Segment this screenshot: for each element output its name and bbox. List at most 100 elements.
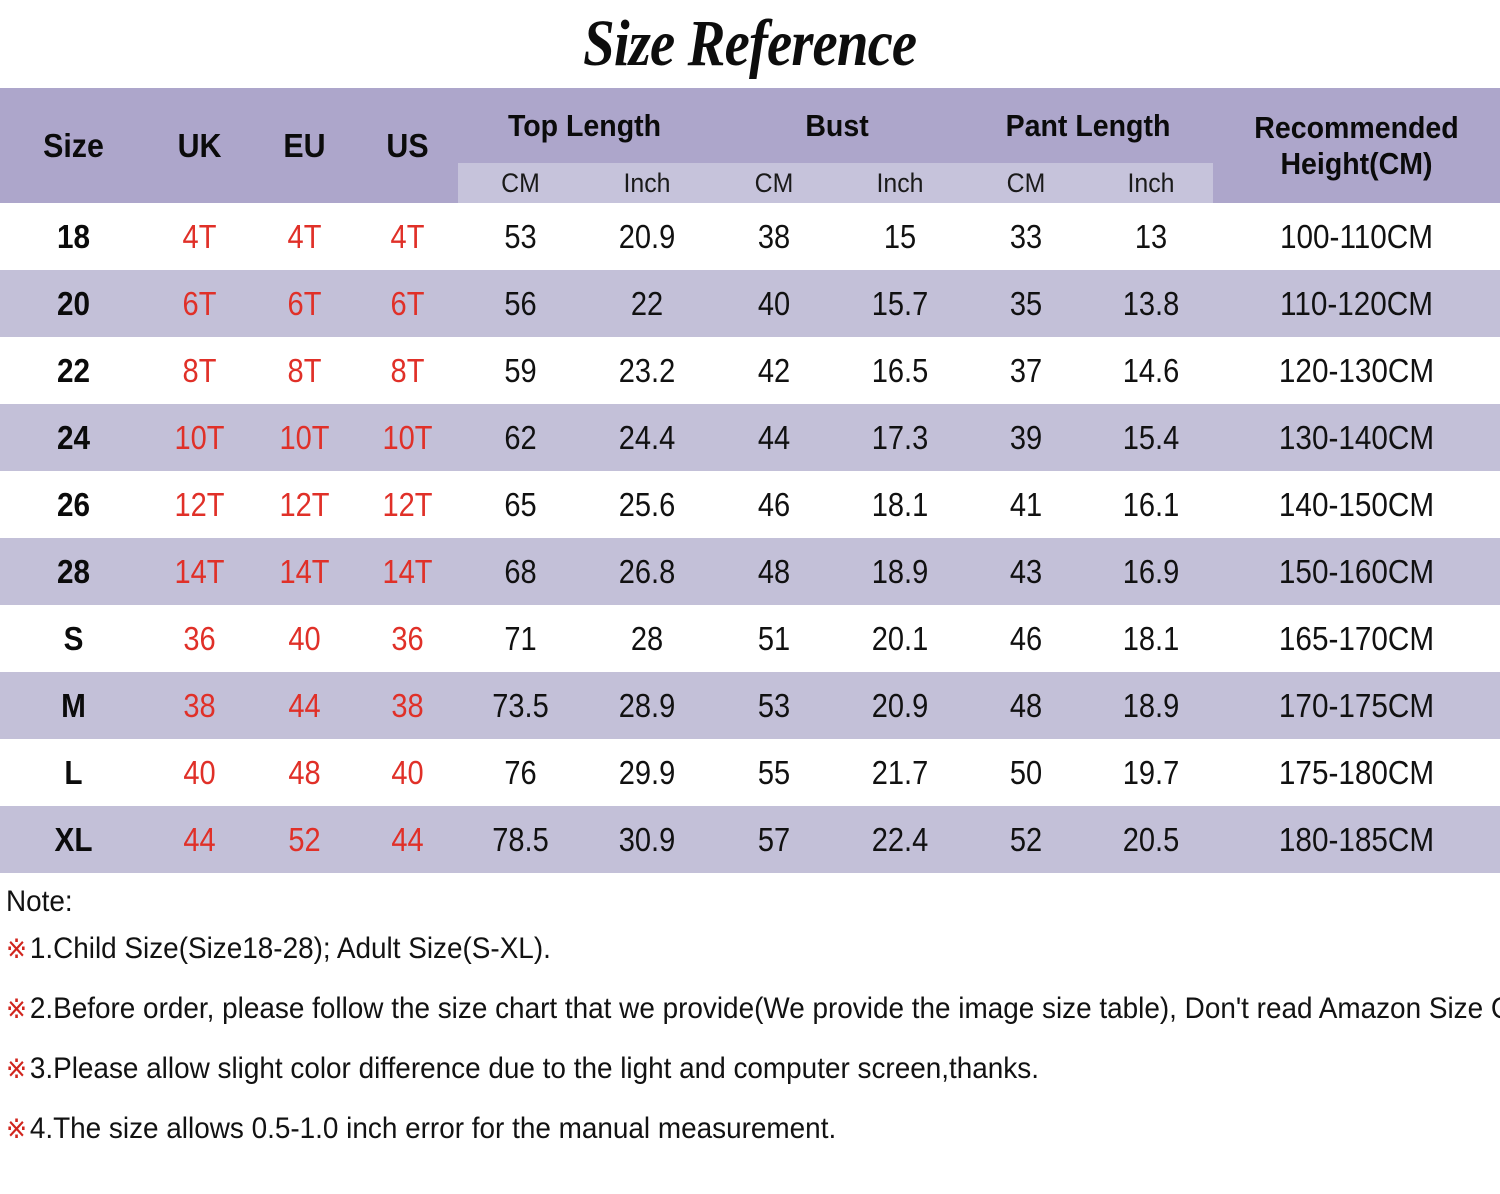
cell-value: 19.7 — [1122, 753, 1180, 791]
cell-pant-inch: 18.1 — [1089, 605, 1214, 672]
cell-value: 78.5 — [492, 820, 549, 858]
cell-value: 52 — [1009, 820, 1043, 858]
cell-value: 28.9 — [618, 686, 676, 724]
note-item: ※3.Please allow slight color difference … — [6, 1054, 1390, 1084]
cell-value: 4T — [182, 217, 217, 255]
cell-us: 36 — [357, 605, 458, 672]
cell-pant-cm: 43 — [963, 538, 1090, 605]
cell-uk: 38 — [147, 672, 252, 739]
notes-heading: Note: — [6, 885, 73, 918]
cell-value: 16.1 — [1122, 485, 1180, 523]
table-row: M 38 44 38 73.5 28.9 53 20.9 48 18.9 170-175CM — [0, 672, 1500, 739]
header-pant-length: Pant Length — [963, 88, 1214, 163]
cell-height: 140-150CM — [1213, 471, 1500, 538]
cell-value: 18.9 — [1122, 686, 1180, 724]
cell-value: 36 — [391, 619, 424, 657]
cell-height: 150-160CM — [1213, 538, 1500, 605]
cell-us: 8T — [357, 337, 458, 404]
cell-top-cm: 71 — [458, 605, 583, 672]
note-item: ※2.Before order, please follow the size … — [6, 994, 1500, 1024]
cell-value: 10T — [279, 418, 330, 456]
cell-pant-cm: 41 — [963, 471, 1090, 538]
cell-value: 48 — [757, 552, 791, 590]
page-title-container: Size Reference — [0, 0, 1500, 88]
cell-value: 53 — [757, 686, 791, 724]
cell-pant-cm: 39 — [963, 404, 1090, 471]
cell-value: 38 — [757, 217, 791, 255]
cell-value: 140-150CM — [1278, 485, 1435, 523]
cell-value: 8T — [390, 351, 425, 389]
cell-top-inch: 28.9 — [583, 672, 711, 739]
cell-pant-inch: 13 — [1089, 203, 1214, 270]
cell-pant-inch: 16.1 — [1089, 471, 1214, 538]
header-eu: EU — [252, 88, 357, 203]
header-uk: UK — [147, 88, 252, 203]
cell-value: 33 — [1009, 217, 1043, 255]
cell-eu: 44 — [252, 672, 357, 739]
cell-pant-inch: 13.8 — [1089, 270, 1214, 337]
cell-top-inch: 23.2 — [583, 337, 711, 404]
cell-eu: 40 — [252, 605, 357, 672]
cell-value: 10T — [382, 418, 433, 456]
cell-value: 50 — [1009, 753, 1043, 791]
page-title: Size Reference — [583, 7, 917, 80]
cell-value: 73.5 — [492, 686, 549, 724]
cell-value: 14T — [382, 552, 433, 590]
subheader-bust-inch: Inch — [837, 163, 964, 203]
cell-value: 15.4 — [1122, 418, 1180, 456]
cell-height: 175-180CM — [1213, 739, 1500, 806]
cell-size: 18 — [0, 203, 147, 270]
cell-top-inch: 28 — [583, 605, 711, 672]
cell-value: 22 — [630, 284, 664, 322]
cell-value: 25.6 — [618, 485, 676, 523]
cell-value: 20.9 — [871, 686, 929, 724]
note-mark-icon: ※ — [6, 1114, 28, 1144]
cell-bust-inch: 15 — [837, 203, 964, 270]
cell-value: 165-170CM — [1278, 619, 1435, 657]
cell-value: 71 — [504, 619, 537, 657]
header-row-groups: Size UK EU US Top Length Bust Pa — [0, 88, 1500, 203]
table-row: S 36 40 36 71 28 51 20.1 46 18.1 165-170CM — [0, 605, 1500, 672]
size-reference-table: Size UK EU US Top Length Bust Pa — [0, 88, 1500, 873]
cell-pant-inch: 20.5 — [1089, 806, 1214, 873]
cell-value: 40 — [391, 753, 424, 791]
cell-value: 100-110CM — [1280, 217, 1434, 255]
cell-height: 100-110CM — [1213, 203, 1500, 270]
cell-value: 40 — [183, 753, 216, 791]
cell-pant-inch: 14.6 — [1089, 337, 1214, 404]
cell-size: S — [0, 605, 147, 672]
note-text: 2.Before order, please follow the size c… — [29, 992, 1500, 1025]
header-row-units: CM Inch CM Inch CM Inch — [0, 163, 1500, 203]
cell-top-cm: 76 — [458, 739, 583, 806]
cell-height: 180-185CM — [1213, 806, 1500, 873]
cell-size: 22 — [0, 337, 147, 404]
note-text: 4.The size allows 0.5-1.0 inch error for… — [29, 1112, 837, 1145]
cell-pant-inch: 19.7 — [1089, 739, 1214, 806]
cell-value: 18.1 — [871, 485, 929, 523]
cell-value: 130-140CM — [1278, 418, 1435, 456]
cell-pant-inch: 16.9 — [1089, 538, 1214, 605]
cell-value: 22.4 — [871, 820, 929, 858]
header-bust: Bust — [711, 88, 964, 163]
cell-value: 175-180CM — [1278, 753, 1435, 791]
cell-bust-cm: 40 — [711, 270, 837, 337]
cell-value: 15 — [883, 217, 917, 255]
note-mark-icon: ※ — [6, 1054, 28, 1084]
cell-value: 26 — [56, 485, 91, 523]
cell-value: 14T — [279, 552, 330, 590]
cell-us: 44 — [357, 806, 458, 873]
cell-uk: 36 — [147, 605, 252, 672]
cell-pant-inch: 18.9 — [1089, 672, 1214, 739]
header-recommended-height: Recommended Height(CM) — [1213, 88, 1500, 203]
cell-top-inch: 30.9 — [583, 806, 711, 873]
cell-value: S — [63, 619, 84, 657]
table-row: 26 12T 12T 12T 65 25.6 46 18.1 41 16.1 140-150CM — [0, 471, 1500, 538]
cell-top-inch: 25.6 — [583, 471, 711, 538]
subheader-pant-inch: Inch — [1089, 163, 1214, 203]
cell-value: 24.4 — [618, 418, 676, 456]
note-item: ※1.Child Size(Size18-28); Adult Size(S-X… — [6, 934, 1390, 964]
notes-list: ※1.Child Size(Size18-28); Adult Size(S-X… — [6, 934, 1500, 1145]
cell-us: 12T — [357, 471, 458, 538]
note-mark-icon: ※ — [6, 934, 28, 964]
cell-value: 39 — [1009, 418, 1043, 456]
